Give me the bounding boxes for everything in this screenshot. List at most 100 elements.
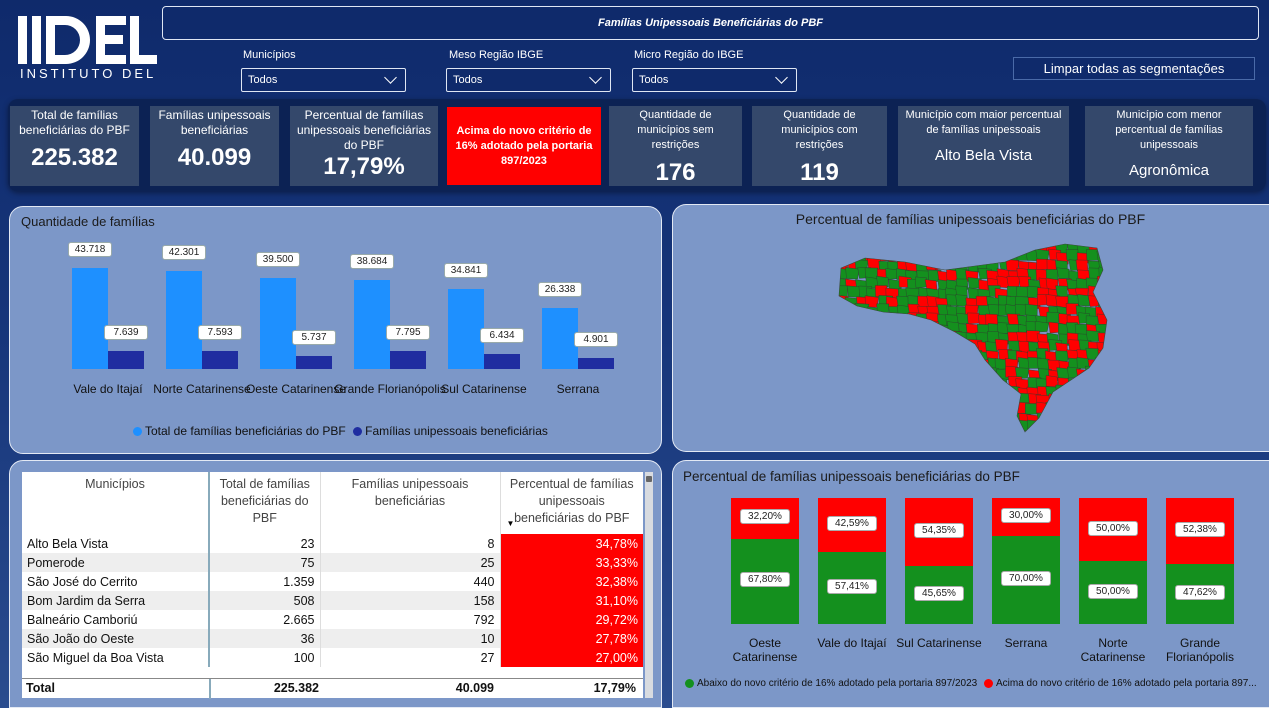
municipio-region[interactable] [968,359,983,372]
municipio-region[interactable] [1086,249,1099,261]
municipio-region[interactable] [868,349,882,361]
municipio-region[interactable] [1105,330,1115,342]
municipio-region[interactable] [955,294,968,307]
municipio-region[interactable] [1037,423,1052,434]
municipio-region[interactable] [1105,295,1115,307]
municipio-region[interactable] [967,312,980,325]
municipio-region[interactable] [925,430,939,436]
municipio-region[interactable] [916,324,930,336]
municipio-region[interactable] [945,360,960,373]
municipio-region[interactable] [867,321,881,334]
municipio-region[interactable] [875,339,890,352]
municipio-region[interactable] [968,383,982,396]
municipio-region[interactable] [838,303,852,316]
municipio-region[interactable] [858,429,873,436]
municipio-region[interactable] [975,420,990,432]
municipio-region[interactable] [1005,431,1019,436]
municipio-region[interactable] [906,243,920,255]
table-row[interactable]: Balneário Camboriú 2.665 792 29,72% [22,610,643,629]
municipio-region[interactable] [926,242,941,253]
bar[interactable] [260,277,296,369]
municipio-region[interactable] [1048,422,1061,433]
municipio-region[interactable] [836,321,851,335]
municipio-region[interactable] [1097,413,1110,425]
municipio-region[interactable] [877,377,891,389]
municipio-region[interactable] [866,422,879,433]
bar[interactable] [448,288,484,369]
bar[interactable] [542,308,578,369]
municipio-region[interactable] [1045,402,1059,415]
municipio-region[interactable] [945,394,959,406]
municipio-region[interactable] [1105,377,1115,389]
municipio-region[interactable] [885,242,899,254]
municipio-region[interactable] [1104,258,1115,271]
municipio-region[interactable] [895,244,908,255]
table-row[interactable]: Alto Bela Vista 23 8 34,78% [22,534,643,553]
municipio-region[interactable] [1024,303,1038,317]
municipio-region[interactable] [836,420,850,432]
municipio-region[interactable] [906,331,921,344]
municipio-region[interactable] [917,367,930,379]
municipio-region[interactable] [885,330,900,343]
municipio-region[interactable] [986,375,1001,388]
column-header-percentual[interactable]: Percentual de famílias unipessoais benef… [500,472,643,534]
municipio-region[interactable] [977,383,990,396]
municipio-region[interactable] [938,411,951,423]
municipio-region[interactable] [937,241,951,253]
municipio-region[interactable] [1085,365,1100,378]
municipio-region[interactable] [1087,395,1101,408]
municipio-region[interactable] [865,387,880,400]
municipio-region[interactable] [986,420,1001,433]
municipio-region[interactable] [1077,294,1090,307]
municipio-region[interactable] [977,429,991,436]
municipio-region[interactable] [935,393,949,406]
municipio-region[interactable] [968,349,983,361]
municipio-region[interactable] [878,311,892,324]
municipio-region[interactable] [925,332,939,345]
municipio-region[interactable] [1055,350,1069,362]
municipio-region[interactable] [876,323,891,336]
municipio-region[interactable] [858,413,873,425]
municipio-region[interactable] [838,249,851,261]
municipio-region[interactable] [905,250,919,262]
municipio-region[interactable] [955,404,969,416]
municipio-region[interactable] [876,387,889,399]
meso-regiao-dropdown[interactable]: Todos [446,68,611,92]
municipio-region[interactable] [1094,404,1107,417]
municipio-region[interactable] [1066,431,1082,436]
municipio-region[interactable] [945,378,958,391]
municipio-region[interactable] [837,429,849,436]
municipio-region[interactable] [916,412,929,425]
municipio-region[interactable] [1006,276,1020,288]
municipio-region[interactable] [998,422,1011,434]
municipio-region[interactable] [858,387,874,399]
municipio-region[interactable] [897,324,912,336]
municipio-region[interactable] [856,339,870,351]
municipio-region[interactable] [1077,394,1090,406]
municipio-region[interactable] [1056,394,1069,408]
municipios-dropdown[interactable]: Todos [241,68,406,92]
municipio-region[interactable] [855,315,870,327]
municipio-region[interactable] [937,357,952,370]
municipio-region[interactable] [934,421,948,434]
table-scrollbar[interactable] [645,472,653,698]
municipio-region[interactable] [1076,422,1089,434]
municipio-region[interactable] [1085,430,1099,436]
municipio-region[interactable] [1005,242,1018,254]
municipio-region[interactable] [1065,249,1079,261]
municipio-region[interactable] [967,403,981,415]
municipio-region[interactable] [966,242,979,255]
municipio-region[interactable] [856,241,871,253]
municipio-region[interactable] [957,429,971,436]
municipio-region[interactable] [907,350,920,363]
municipio-region[interactable] [925,385,939,397]
municipio-region[interactable] [975,405,989,417]
municipio-region[interactable] [855,323,869,336]
municipio-region[interactable] [1098,387,1112,399]
municipio-region[interactable] [1087,359,1101,372]
municipio-region[interactable] [926,403,940,416]
municipio-region[interactable] [1096,250,1111,263]
municipio-region[interactable] [1108,421,1115,432]
municipio-region[interactable] [886,413,900,426]
municipio-region[interactable] [895,366,909,378]
